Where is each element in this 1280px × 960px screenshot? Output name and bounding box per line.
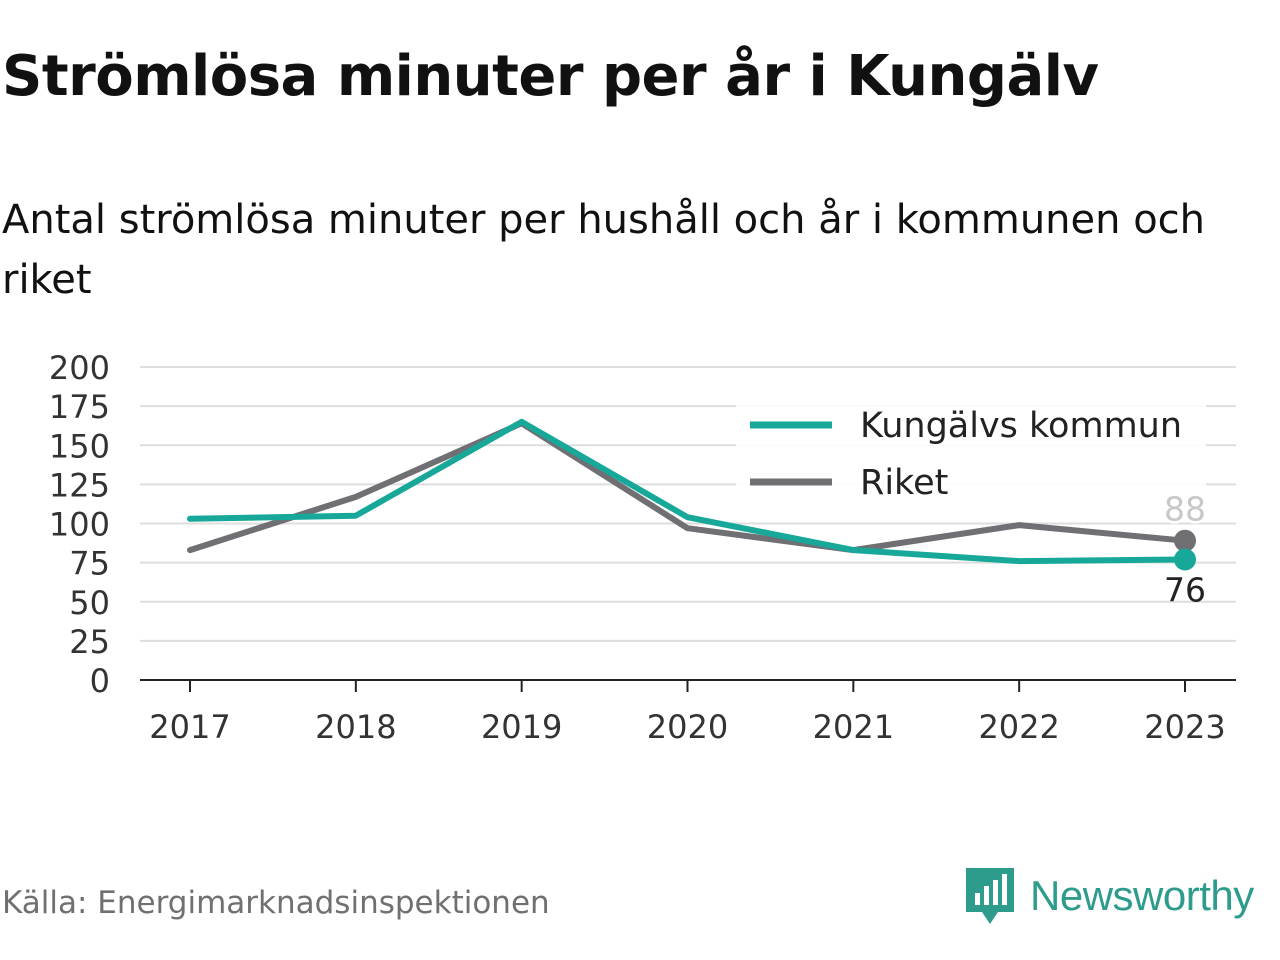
series-end-point: [1174, 548, 1196, 571]
chart-title: Strömlösa minuter per år i Kungälv: [2, 44, 1099, 109]
series-end-point: [1174, 529, 1196, 552]
newsworthy-logo: Newsworthy: [962, 864, 1254, 928]
data-label: 88: [1164, 490, 1206, 529]
legend-background: [736, 402, 1206, 510]
newsworthy-chart-logo-icon: [966, 868, 1014, 924]
y-tick-label: 200: [49, 349, 110, 387]
source-note: Källa: Energimarknadsinspektionen: [2, 885, 550, 921]
series-lines: [187, 418, 1196, 571]
chart-subtitle: Antal strömlösa minuter per hushåll och …: [2, 197, 1206, 303]
series-line: [187, 420, 1188, 554]
data-labels: 76 88: [1162, 487, 1209, 609]
y-tick-label: 75: [69, 545, 110, 583]
x-tick-label: 2018: [315, 708, 396, 746]
y-tick-label: 175: [49, 388, 110, 426]
legend-label: Kungälvs kommun: [860, 406, 1182, 446]
data-label: 76: [1164, 570, 1206, 609]
y-tick-label: 50: [69, 584, 110, 622]
series-line: [187, 418, 1188, 565]
y-tick-label: 125: [49, 466, 110, 504]
legend: Kungälvs kommun Riket: [736, 402, 1206, 510]
legend-label: Riket: [860, 463, 948, 503]
logo-text: Newsworthy: [1030, 872, 1254, 919]
y-tick-label: 100: [49, 506, 110, 544]
x-tick-label: 2021: [813, 708, 894, 746]
y-tick-label: 0: [90, 662, 110, 700]
x-tick-label: 2017: [149, 708, 230, 746]
x-tick-label: 2022: [978, 708, 1059, 746]
y-tick-label: 25: [69, 623, 110, 661]
y-tick-label: 150: [49, 427, 110, 465]
x-tick-label: 2023: [1144, 708, 1225, 746]
x-tick-label: 2020: [647, 708, 728, 746]
x-tick-label: 2019: [481, 708, 562, 746]
